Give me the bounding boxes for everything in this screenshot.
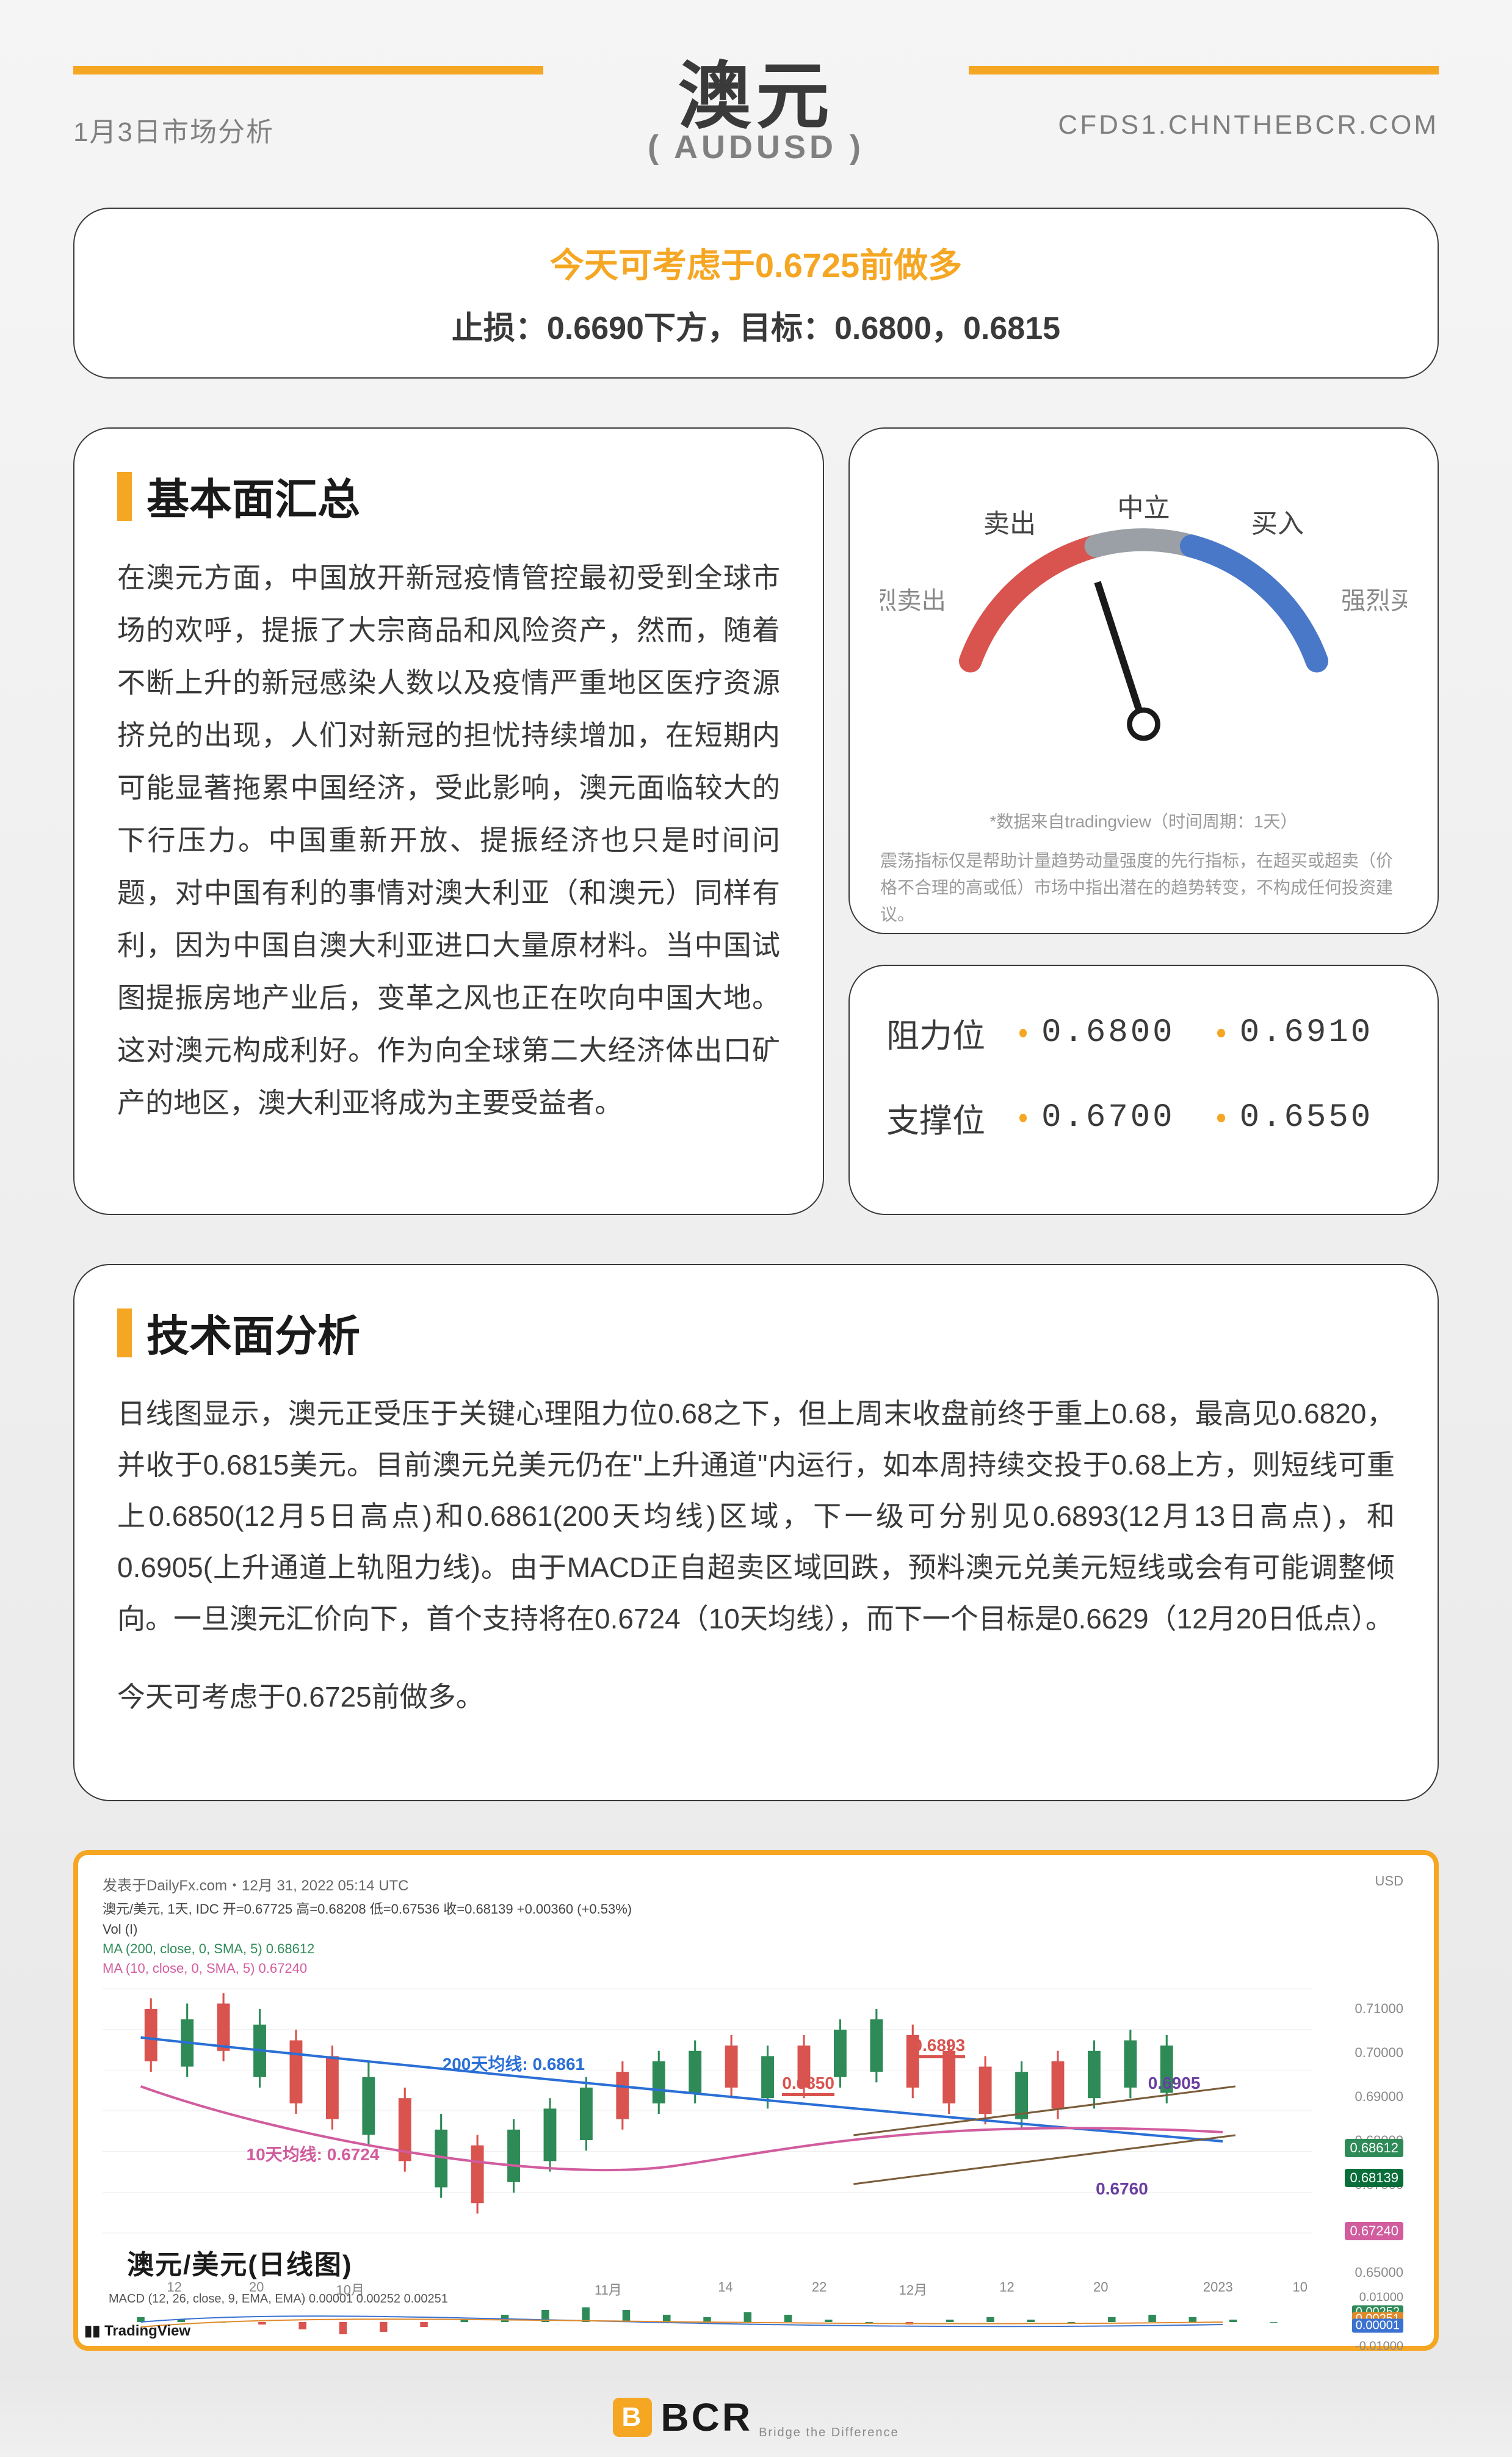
accent-bar — [117, 1308, 132, 1357]
chart-annotation: 0.6905 — [1148, 2074, 1201, 2093]
x-tick: 2023 — [1203, 2279, 1233, 2295]
y-tick: 0.70000 — [1355, 2045, 1403, 2061]
technical-title-text: 技术面分析 — [146, 1302, 360, 1363]
svg-text:中立: 中立 — [1117, 494, 1170, 523]
svg-text:卖出: 卖出 — [983, 510, 1036, 539]
summary-detail: 止损：0.6690下方，目标：0.6800，0.6815 — [452, 302, 1060, 348]
dot-icon — [1019, 1114, 1027, 1122]
price-tag: 0.68139 — [1345, 2169, 1403, 2187]
support-row: 支撑位 0.6700 0.6550 — [886, 1094, 1401, 1142]
chart-annotation: 200天均线: 0.6861 — [443, 2051, 585, 2075]
gauge-card: 强烈卖出 卖出 中立买入强烈买入 *数据来自tradingview（时间周期：1天）… — [848, 427, 1439, 934]
brand-mark-icon: B — [613, 2398, 652, 2437]
technical-title: 技术面分析 — [117, 1302, 1395, 1363]
y-tick: 0.65000 — [1355, 2265, 1403, 2281]
resistance-2: 0.6910 — [1240, 1014, 1401, 1051]
dot-icon — [1217, 1114, 1224, 1122]
chart-vol-line: Vol (I) — [103, 1922, 1409, 1937]
brand-tagline: Bridge the Difference — [759, 2426, 899, 2440]
macd-tick: 0.01000 — [1359, 2291, 1403, 2305]
fundamental-title-text: 基本面汇总 — [146, 465, 360, 527]
chart-pair-line: 澳元/美元, 1天, IDC 开=0.67725 高=0.68208 低=0.6… — [103, 1898, 1409, 1918]
resistance-label: 阻力位 — [886, 1009, 1005, 1057]
x-tick: 12月 — [899, 2279, 927, 2299]
chart-annotation: 0.6893 — [913, 2036, 965, 2058]
support-2: 0.6550 — [1240, 1099, 1401, 1136]
dot-icon — [1217, 1029, 1224, 1037]
technical-body: 日线图显示，澳元正受压于关键心理阻力位0.68之下，但上周末收盘前终于重上0.6… — [117, 1388, 1395, 1644]
x-tick: 10 — [1293, 2279, 1308, 2295]
chart-title-overlay: 澳元/美元(日线图) — [127, 2243, 353, 2282]
x-tick: 12 — [999, 2279, 1014, 2295]
svg-text:买入: 买入 — [1251, 510, 1304, 539]
gauge-footnote-source: *数据来自tradingview（时间周期：1天） — [989, 808, 1297, 835]
price-tag: 0.67240 — [1345, 2222, 1403, 2240]
accent-bar — [117, 472, 132, 521]
page-footer: B BCR Bridge the Difference — [0, 2378, 1512, 2457]
chart-annotation: 0.6850 — [782, 2074, 834, 2096]
chart-annotation: 10天均线: 0.6724 — [247, 2141, 380, 2166]
support-1: 0.6700 — [1041, 1099, 1203, 1136]
resistance-1: 0.6800 — [1041, 1014, 1203, 1051]
chart-annotation: 0.6760 — [1096, 2179, 1148, 2199]
sentiment-gauge: 强烈卖出 卖出 中立买入强烈买入 — [880, 459, 1407, 796]
y-tick: 0.69000 — [1355, 2089, 1403, 2105]
support-label: 支撑位 — [886, 1094, 1005, 1142]
dot-icon — [1019, 1029, 1027, 1037]
macd-tick: -0.01000 — [1355, 2340, 1403, 2354]
chart-area: 0.710000.700000.690000.680000.670000.660… — [103, 1983, 1409, 2361]
page-subtitle: ( AUDUSD ) — [0, 128, 1512, 166]
svg-text:强烈买入: 强烈买入 — [1341, 587, 1407, 615]
chart-ma200-line: MA (200, close, 0, SMA, 5) 0.68612 — [103, 1941, 1409, 1957]
price-tag: 0.68612 — [1345, 2139, 1403, 2157]
x-tick: 22 — [812, 2279, 827, 2295]
fundamental-body: 在澳元方面，中国放开新冠疫情管控最初受到全球市场的欢呼，提振了大宗商品和风险资产… — [117, 551, 780, 1129]
fundamental-title: 基本面汇总 — [117, 465, 780, 527]
chart-source: 发表于DailyFx.com・12月 31, 2022 05:14 UTC — [103, 1873, 1409, 1895]
fundamental-card: 基本面汇总 在澳元方面，中国放开新冠疫情管控最初受到全球市场的欢呼，提振了大宗商… — [73, 427, 824, 1215]
macd-tick: 0.00001 — [1352, 2319, 1403, 2333]
chart-ma10-line: MA (10, close, 0, SMA, 5) 0.67240 — [103, 1961, 1409, 1976]
resistance-row: 阻力位 0.6800 0.6910 — [886, 1009, 1401, 1057]
technical-card: 技术面分析 日线图显示，澳元正受压于关键心理阻力位0.68之下，但上周末收盘前终… — [73, 1264, 1439, 1801]
x-tick: 11月 — [595, 2279, 622, 2299]
macd-axis: 0.010000.002520.002510.00001-0.01000 — [1318, 2298, 1403, 2346]
summary-card: 今天可考虑于0.6725前做多 止损：0.6690下方，目标：0.6800，0.… — [73, 208, 1439, 379]
tradingview-logo: ▮▮ TradingView — [84, 2322, 190, 2340]
technical-foot: 今天可考虑于0.6725前做多。 — [117, 1675, 1395, 1715]
page-title: 澳元 — [0, 37, 1512, 143]
brand-logo: B BCR — [613, 2395, 753, 2440]
chart-usd-label: USD — [1375, 1873, 1403, 1889]
y-tick: 0.71000 — [1355, 2001, 1403, 2017]
svg-text:强烈卖出: 强烈卖出 — [880, 587, 946, 615]
brand-text: BCR — [660, 2395, 753, 2440]
chart-card: 发表于DailyFx.com・12月 31, 2022 05:14 UTC 澳元… — [73, 1850, 1439, 2351]
price-chart-svg — [103, 1983, 1312, 2245]
x-tick: 14 — [718, 2279, 732, 2295]
levels-card: 阻力位 0.6800 0.6910 支撑位 0.6700 0.6550 — [848, 965, 1439, 1215]
gauge-footnote-disclaimer: 震荡指标仅是帮助计量趋势动量强度的先行指标，在超买或超卖（价格不合理的高或低）市… — [880, 847, 1407, 928]
x-tick: 20 — [1093, 2279, 1108, 2295]
summary-headline: 今天可考虑于0.6725前做多 — [550, 238, 962, 288]
gauge-svg: 强烈卖出 卖出 中立买入强烈买入 — [880, 459, 1407, 796]
chart-macd-label: MACD (12, 26, close, 9, EMA, EMA) 0.0000… — [109, 2292, 448, 2306]
